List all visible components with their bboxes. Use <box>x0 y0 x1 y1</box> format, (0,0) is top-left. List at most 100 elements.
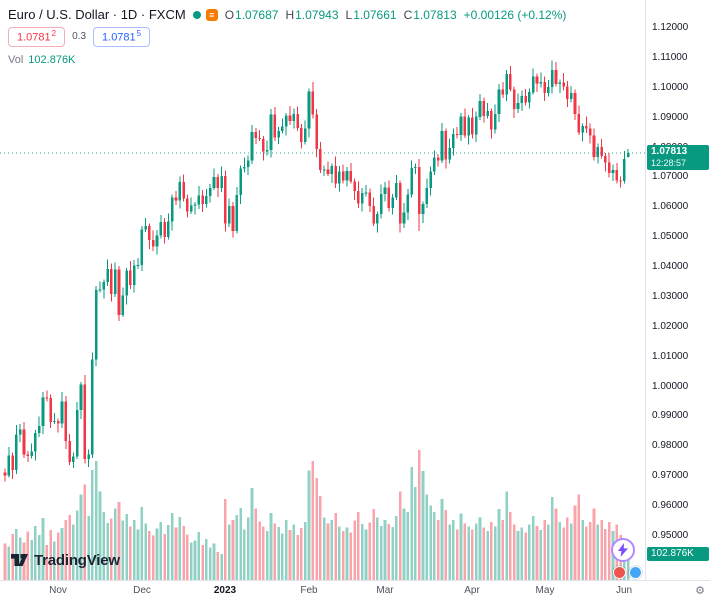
candle-body <box>269 114 273 150</box>
volume-bar <box>60 527 64 580</box>
volume-bar <box>288 530 292 580</box>
candle-body <box>83 384 87 460</box>
volume-bar <box>524 532 527 580</box>
candle-body <box>467 117 470 136</box>
candle-body <box>307 91 311 129</box>
volume-bar <box>486 531 489 580</box>
price-axis-label: 1.02000 <box>652 321 689 332</box>
candlestick-chart[interactable] <box>0 0 645 580</box>
volume-bar <box>387 523 391 580</box>
price-axis[interactable]: 1.07813 12:28:57 102.876K 1.12000 1.11000… <box>645 0 710 580</box>
eu-event-flag-icon[interactable] <box>629 566 642 579</box>
price-axis-label: 1.12000 <box>652 22 689 33</box>
candle-body <box>417 167 421 214</box>
volume-bar <box>368 522 372 580</box>
candle-body <box>102 281 106 290</box>
candle-body <box>87 454 90 460</box>
notes-icon[interactable]: ≡ <box>205 8 218 21</box>
candle-body <box>592 135 596 158</box>
candle-body <box>528 92 531 103</box>
last-price-badge: 1.07813 12:28:57 <box>647 145 709 170</box>
candle-body <box>387 187 391 209</box>
volume-bar <box>311 461 315 580</box>
high-label: H <box>285 7 295 22</box>
volume-bar <box>307 470 311 580</box>
tradingview-logo-mark-icon <box>11 554 28 566</box>
candle-body <box>550 69 554 88</box>
candle-body <box>224 175 227 224</box>
volume-bar <box>220 554 223 580</box>
candle-body <box>49 398 52 422</box>
time-axis[interactable]: ⚙ Nov Dec 2023 Feb Mar Apr May Jun <box>0 580 710 600</box>
buy-button[interactable]: 1.07815 <box>93 27 151 47</box>
volume-bar <box>535 525 539 580</box>
volume-bar <box>334 512 337 580</box>
us-event-flag-icon[interactable] <box>613 566 626 579</box>
last-price-value: 1.07813 <box>651 146 688 157</box>
candle-body <box>334 166 337 184</box>
candle-body <box>41 397 45 427</box>
volume-bar <box>102 512 106 580</box>
candle-body <box>125 270 128 296</box>
candle-body <box>144 226 147 230</box>
volume-bar <box>444 509 448 580</box>
candle-body <box>315 114 318 150</box>
candle-body <box>281 126 284 132</box>
volume-bar <box>493 526 497 580</box>
volume-bar <box>490 522 493 580</box>
price-axis-label: 1.03000 <box>652 291 689 302</box>
volume-bar <box>53 541 56 580</box>
volume-bar <box>315 477 318 580</box>
candle-body <box>91 359 94 455</box>
candle-body <box>208 187 212 197</box>
symbol-title[interactable]: Euro / U.S. Dollar · 1D · FXCM <box>8 7 186 22</box>
volume-bar <box>414 486 417 580</box>
volume-bar <box>357 512 360 580</box>
volume-label: Vol <box>8 53 24 66</box>
candle-body <box>600 147 603 156</box>
volume-bar <box>132 519 136 580</box>
volume-bar <box>433 512 436 580</box>
volume-bar <box>292 524 296 580</box>
volume-bar <box>455 529 459 580</box>
price-axis-label: 1.06000 <box>652 201 689 212</box>
volume-bar <box>26 531 30 580</box>
volume-bar <box>402 508 406 580</box>
candle-body <box>482 101 486 117</box>
volume-bar <box>558 522 562 580</box>
volume-bar <box>300 527 303 580</box>
price-axis-label: 1.00000 <box>652 381 689 392</box>
candle-body <box>37 426 41 433</box>
spread-value: 0.3 <box>72 31 87 43</box>
candle-body <box>585 126 588 129</box>
candle-body <box>273 114 277 138</box>
candle-body <box>235 195 239 232</box>
volume-bar <box>539 530 543 580</box>
open-label: O <box>224 7 235 22</box>
price-axis-label: 1.05000 <box>652 231 689 242</box>
volume-bar <box>376 517 379 580</box>
tradingview-logo[interactable]: TradingView <box>10 552 120 569</box>
volume-bar <box>505 491 508 580</box>
volume-bar <box>512 524 516 580</box>
candle-body <box>455 134 459 136</box>
sell-button[interactable]: 1.07812 <box>8 27 66 47</box>
price-axis-label: 0.95000 <box>652 530 689 541</box>
volume-bar <box>94 461 98 580</box>
candle-body <box>543 82 546 94</box>
candle-body <box>170 197 174 222</box>
volume-bar <box>509 512 512 580</box>
candle-body <box>243 167 246 169</box>
candle-body <box>11 455 14 470</box>
candle-body <box>292 113 296 121</box>
volume-bar <box>528 524 531 580</box>
lightning-alert-button[interactable] <box>611 538 635 562</box>
time-axis-settings-icon[interactable]: ⚙ <box>695 585 705 597</box>
volume-bar <box>569 523 573 580</box>
volume-bar <box>360 523 364 580</box>
volume-bar <box>284 519 288 580</box>
volume-bar <box>3 543 7 580</box>
volume-bar <box>604 528 607 580</box>
candle-body <box>79 384 83 411</box>
economic-event-flags <box>613 566 642 579</box>
